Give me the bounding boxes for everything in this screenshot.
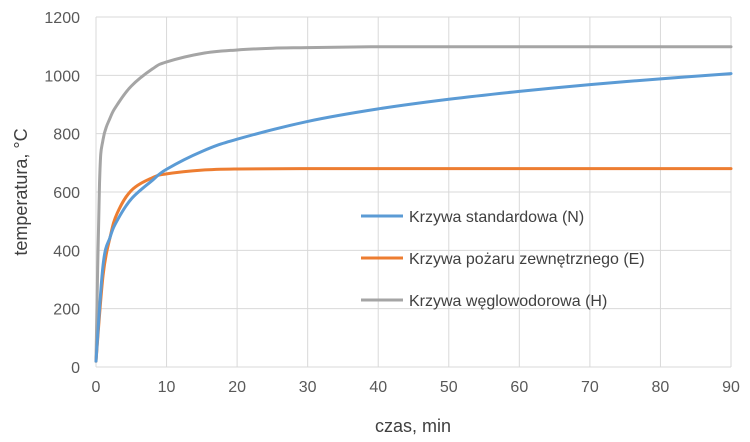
series-line-1 bbox=[94, 72, 733, 363]
series-line-2 bbox=[94, 167, 733, 363]
y-axis-ticks: 0 200 400 600 800 1000 1200 bbox=[44, 10, 80, 377]
x-tick-label: 60 bbox=[510, 379, 528, 396]
grid bbox=[95, 16, 732, 368]
x-tick-label: 90 bbox=[722, 379, 740, 396]
legend: Krzywa standardowa (N) Krzywa pożaru zewn… bbox=[361, 209, 645, 310]
series-line-3 bbox=[94, 45, 733, 363]
x-tick-label: 10 bbox=[158, 379, 176, 396]
y-tick-label: 0 bbox=[71, 360, 80, 377]
series-layer bbox=[94, 45, 733, 363]
x-tick-label: 80 bbox=[652, 379, 670, 396]
y-tick-label: 800 bbox=[53, 127, 80, 144]
y-axis-title: temperatura, °C bbox=[11, 128, 31, 255]
y-tick-label: 200 bbox=[53, 302, 80, 319]
x-axis-ticks: 0 10 20 30 40 50 60 70 80 90 bbox=[92, 379, 740, 396]
x-axis-title: czas, min bbox=[375, 416, 451, 436]
y-tick-label: 400 bbox=[53, 243, 80, 260]
x-tick-label: 40 bbox=[369, 379, 387, 396]
x-tick-label: 20 bbox=[228, 379, 246, 396]
x-tick-label: 70 bbox=[581, 379, 599, 396]
y-tick-label: 1000 bbox=[44, 68, 80, 85]
legend-label: Krzywa pożaru zewnętrznego (E) bbox=[409, 251, 645, 268]
x-tick-label: 0 bbox=[92, 379, 101, 396]
y-tick-label: 600 bbox=[53, 185, 80, 202]
y-tick-label: 1200 bbox=[44, 10, 80, 27]
legend-label: Krzywa węglowodorowa (H) bbox=[409, 293, 607, 310]
x-tick-label: 50 bbox=[440, 379, 458, 396]
x-tick-label: 30 bbox=[299, 379, 317, 396]
legend-label: Krzywa standardowa (N) bbox=[409, 209, 584, 226]
